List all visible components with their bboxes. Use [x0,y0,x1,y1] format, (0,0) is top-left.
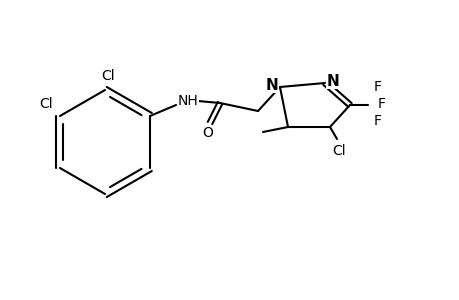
Text: N: N [326,74,339,88]
Text: O: O [202,126,213,140]
Text: F: F [377,97,385,111]
Text: F: F [373,114,381,128]
Text: Cl: Cl [39,97,53,111]
Text: N: N [265,77,278,92]
Text: NH: NH [177,94,198,108]
Text: Cl: Cl [331,144,345,158]
Text: Cl: Cl [101,69,115,83]
Text: F: F [373,80,381,94]
